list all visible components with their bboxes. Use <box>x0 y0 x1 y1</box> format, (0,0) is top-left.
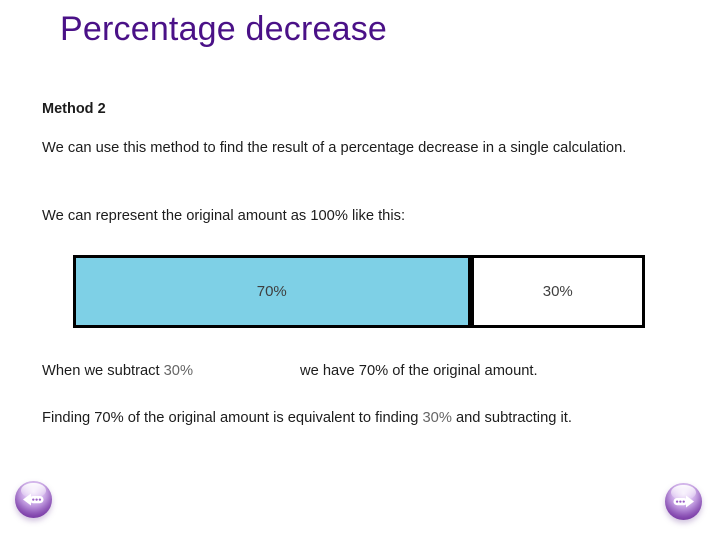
finding-part1: Finding 70% of the original amount is eq… <box>42 410 423 426</box>
bar-segment-30: 30% <box>470 255 645 328</box>
finding-line: Finding 70% of the original amount is eq… <box>42 410 572 426</box>
page-title: Percentage decrease <box>60 10 388 48</box>
subtract-value: 30% <box>163 363 194 379</box>
subtract-prefix: When we subtract <box>42 363 164 379</box>
finding-part2: and subtracting it. <box>451 410 572 426</box>
bar-label-70: 70% <box>256 283 287 300</box>
percentage-bar: 70% 30% <box>73 255 645 328</box>
result-text: we have 70% of the original amount. <box>300 363 538 379</box>
finding-highlight: 30% <box>422 410 452 426</box>
method-heading: Method 2 <box>42 101 106 117</box>
subtract-line: When we subtract 30% we have 70% of the … <box>42 363 682 379</box>
nav-forward-button[interactable] <box>665 483 702 520</box>
bar-label-30: 30% <box>542 283 573 300</box>
represent-text: We can represent the original amount as … <box>42 208 406 224</box>
intro-text: We can use this method to find the resul… <box>42 140 627 156</box>
bar-segment-70: 70% <box>73 255 471 328</box>
nav-back-button[interactable] <box>15 481 52 518</box>
